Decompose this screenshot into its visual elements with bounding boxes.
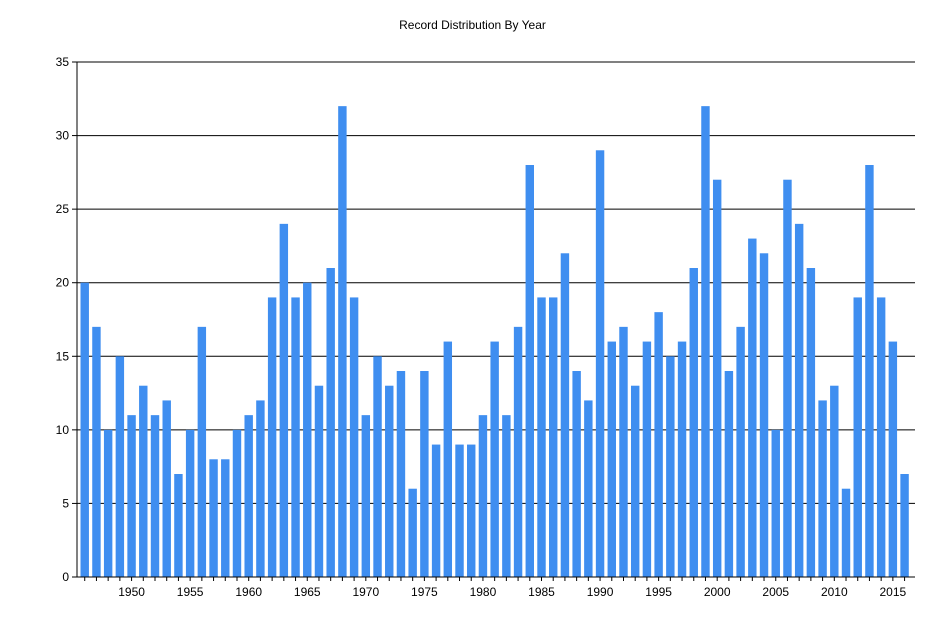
bar-1983 bbox=[513, 326, 523, 577]
bar-1967 bbox=[326, 268, 335, 577]
bar-1998 bbox=[689, 268, 698, 577]
bar-2004 bbox=[759, 253, 769, 578]
bar-2011 bbox=[841, 488, 851, 577]
bar-2002 bbox=[736, 326, 745, 577]
bar-1958 bbox=[221, 459, 230, 577]
x-tick-label: 1975 bbox=[411, 585, 438, 599]
bar-1989 bbox=[584, 400, 593, 577]
bar-1964 bbox=[291, 297, 300, 577]
bar-2015 bbox=[888, 341, 898, 577]
bar-1968 bbox=[338, 106, 347, 577]
bar-2009 bbox=[818, 400, 827, 577]
bar-1992 bbox=[619, 326, 628, 577]
bar-1966 bbox=[314, 385, 324, 577]
x-tick-label: 2010 bbox=[821, 585, 848, 599]
bar-1960 bbox=[244, 415, 253, 577]
bar-1995 bbox=[654, 312, 663, 577]
bar-1971 bbox=[373, 356, 382, 577]
bar-2012 bbox=[853, 297, 862, 577]
bar-1953 bbox=[162, 400, 171, 577]
x-tick-label: 1980 bbox=[470, 585, 497, 599]
bar-2001 bbox=[724, 371, 734, 577]
axes bbox=[72, 61, 915, 581]
y-tick-label: 20 bbox=[56, 276, 70, 290]
bar-1951 bbox=[139, 385, 148, 577]
bar-1976 bbox=[431, 444, 441, 577]
bar-1974 bbox=[408, 488, 417, 577]
bar-2000 bbox=[712, 179, 722, 577]
bar-2016 bbox=[900, 474, 909, 577]
bar-1969 bbox=[349, 297, 359, 577]
x-tick-label: 1960 bbox=[235, 585, 262, 599]
bar-1959 bbox=[232, 429, 242, 577]
bar-1978 bbox=[455, 444, 464, 577]
bar-2014 bbox=[876, 297, 886, 577]
bar-2013 bbox=[865, 165, 874, 577]
x-tick-label: 1990 bbox=[587, 585, 614, 599]
bar-1949 bbox=[115, 356, 125, 577]
bar-1985 bbox=[537, 297, 546, 577]
y-tick-label: 5 bbox=[62, 496, 69, 510]
y-tick-label: 15 bbox=[56, 349, 70, 363]
bar-1962 bbox=[267, 297, 277, 577]
bar-1991 bbox=[607, 341, 616, 577]
bar-1950 bbox=[127, 415, 136, 577]
bar-1996 bbox=[666, 356, 675, 577]
bar-1975 bbox=[420, 371, 429, 577]
bar-1980 bbox=[478, 415, 488, 577]
y-tick-label: 35 bbox=[56, 55, 70, 69]
bars bbox=[80, 106, 909, 578]
bar-1948 bbox=[103, 429, 113, 577]
bar-1977 bbox=[443, 341, 453, 577]
x-tick-label: 1950 bbox=[118, 585, 145, 599]
chart-title: Record Distribution By Year bbox=[399, 18, 546, 32]
bar-1997 bbox=[677, 341, 687, 577]
tick-labels: 0 5 10 15 20 25 30 35 1950 1955 1960 1965 1970 1975 19… bbox=[56, 55, 907, 599]
bar-1954 bbox=[174, 474, 183, 577]
x-tick-label: 2000 bbox=[704, 585, 731, 599]
bar-1981 bbox=[490, 341, 499, 577]
bar-1956 bbox=[197, 326, 207, 577]
y-tick-label: 30 bbox=[56, 129, 70, 143]
bar-1955 bbox=[185, 429, 195, 577]
x-tick-label: 1995 bbox=[645, 585, 672, 599]
bar-2005 bbox=[771, 429, 780, 577]
x-tick-label: 1970 bbox=[352, 585, 379, 599]
y-tick-label: 0 bbox=[62, 570, 69, 584]
x-tick-label: 2005 bbox=[762, 585, 789, 599]
x-tick-label: 1955 bbox=[177, 585, 204, 599]
bar-1987 bbox=[560, 253, 570, 578]
y-tick-label: 10 bbox=[56, 423, 70, 437]
bar-1970 bbox=[361, 415, 371, 577]
bar-1990 bbox=[595, 150, 605, 578]
bar-2006 bbox=[783, 179, 792, 577]
bar-1993 bbox=[630, 385, 640, 577]
bar-1961 bbox=[256, 400, 265, 577]
bar-2007 bbox=[794, 223, 804, 578]
bar-1957 bbox=[209, 459, 218, 577]
bar-1994 bbox=[642, 341, 652, 577]
bar-1988 bbox=[572, 371, 581, 577]
bar-1973 bbox=[396, 371, 406, 577]
x-tick-label: 2015 bbox=[880, 585, 907, 599]
bar-1986 bbox=[549, 297, 558, 577]
bar-1946 bbox=[80, 282, 89, 577]
bar-2003 bbox=[748, 238, 757, 577]
x-tick-label: 1965 bbox=[294, 585, 321, 599]
bar-1979 bbox=[467, 444, 476, 577]
bar-1952 bbox=[150, 415, 160, 577]
bar-1982 bbox=[502, 415, 511, 577]
x-tick-label: 1985 bbox=[528, 585, 555, 599]
bar-1972 bbox=[385, 385, 394, 577]
bar-1947 bbox=[92, 326, 101, 577]
bar-1984 bbox=[525, 165, 534, 577]
bar-1965 bbox=[303, 282, 312, 577]
bar-2008 bbox=[806, 268, 816, 577]
y-tick-label: 25 bbox=[56, 202, 70, 216]
bar-1963 bbox=[279, 223, 289, 578]
bar-2010 bbox=[830, 385, 839, 577]
bar-1999 bbox=[701, 106, 710, 577]
